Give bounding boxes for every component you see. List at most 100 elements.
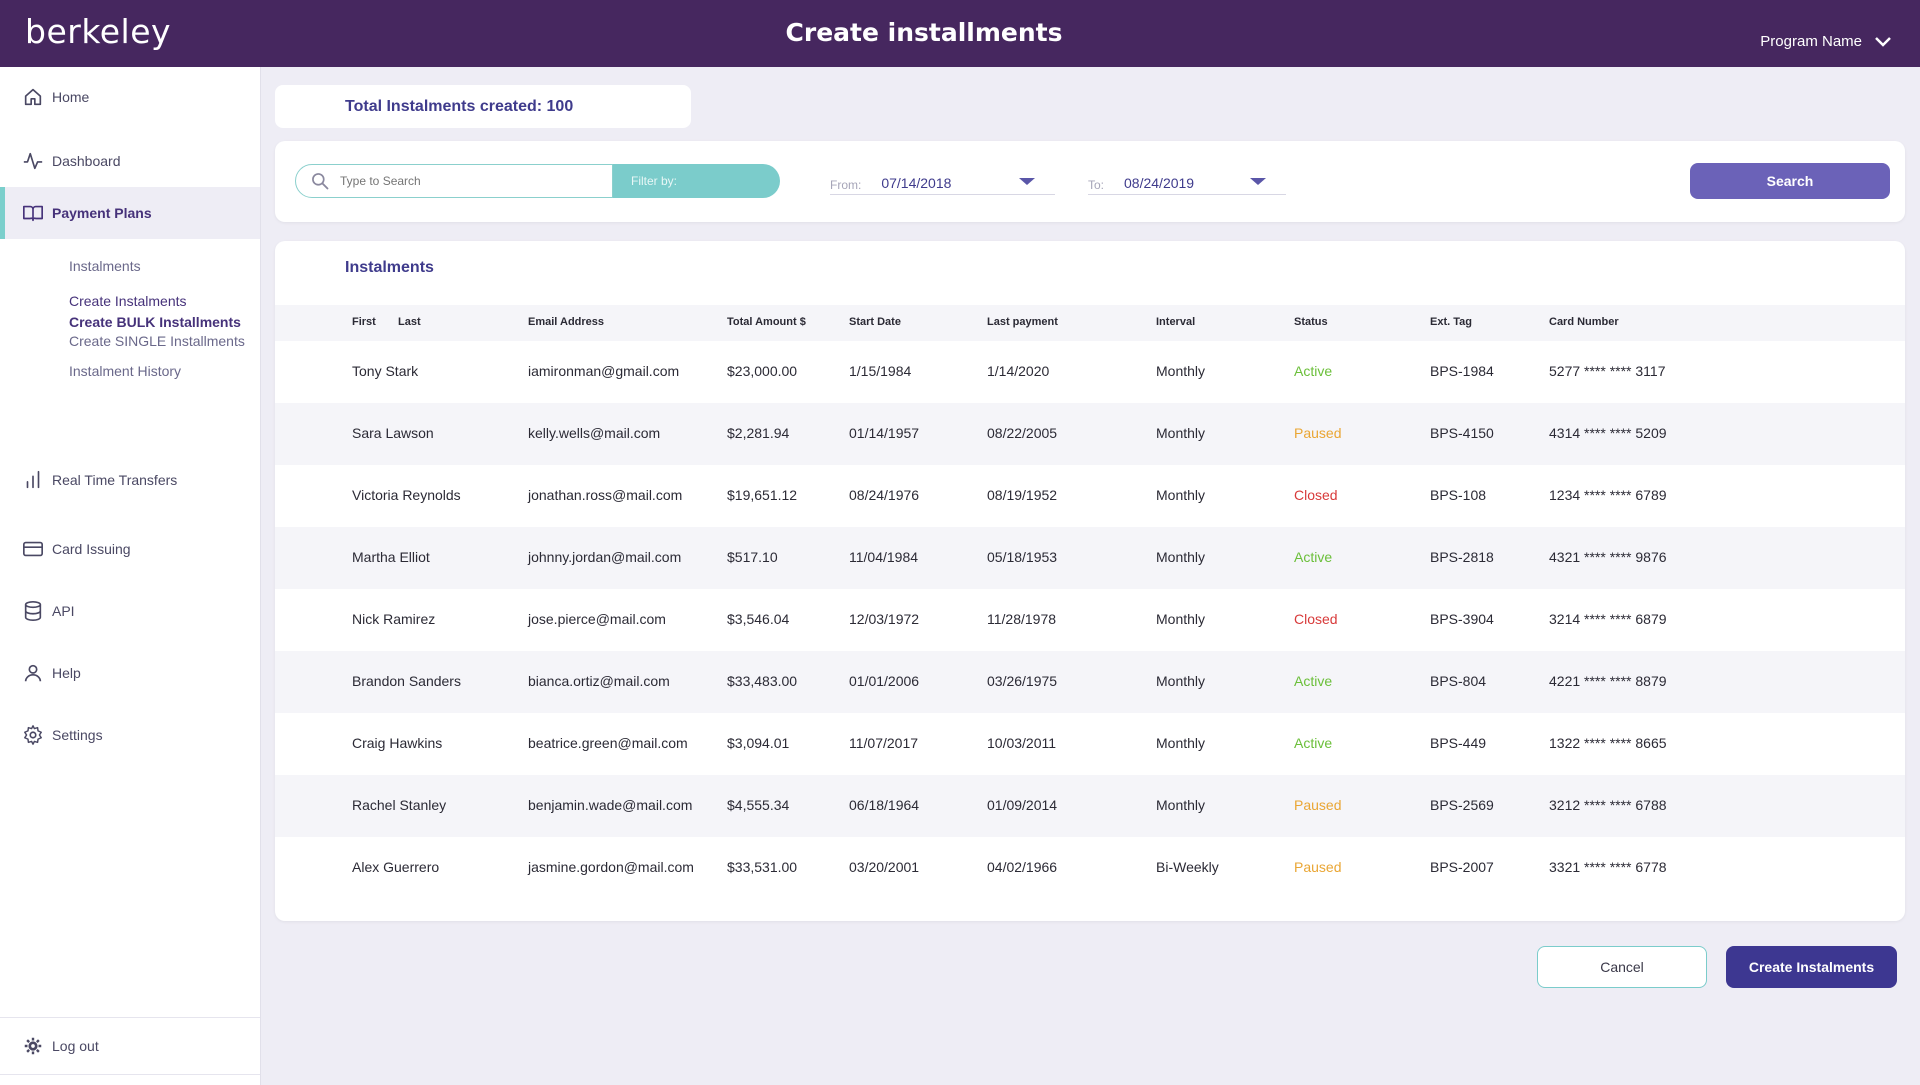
column-header-first[interactable]: First bbox=[352, 316, 376, 328]
logout-label: Log out bbox=[52, 1038, 99, 1054]
cell-email: beatrice.green@mail.com bbox=[528, 735, 688, 751]
cell-interval: Monthly bbox=[1156, 487, 1206, 503]
cell-ext-tag: BPS-2569 bbox=[1430, 797, 1494, 813]
cell-last-payment: 08/19/1952 bbox=[987, 487, 1058, 503]
status-badge: Closed bbox=[1294, 611, 1338, 627]
column-header-email[interactable]: Email Address bbox=[528, 316, 605, 328]
sidebar-subitem-instalments[interactable]: Instalments bbox=[69, 258, 141, 274]
sidebar-item-payment-plans[interactable]: Payment Plans bbox=[0, 187, 260, 239]
column-header-card-number[interactable]: Card Number bbox=[1549, 316, 1619, 328]
search-input[interactable] bbox=[340, 174, 580, 188]
cell-amount: $3,546.04 bbox=[727, 611, 790, 627]
sidebar-item-dashboard[interactable]: Dashboard bbox=[0, 135, 260, 187]
column-header-interval[interactable]: Interval bbox=[1156, 316, 1196, 328]
sidebar-item-home[interactable]: Home bbox=[0, 71, 260, 123]
cell-email: bianca.ortiz@mail.com bbox=[528, 673, 670, 689]
cell-ext-tag: BPS-1984 bbox=[1430, 363, 1494, 379]
table-row[interactable]: Craig Hawkins beatrice.green@mail.com $3,0… bbox=[275, 713, 1905, 775]
cancel-button[interactable]: Cancel bbox=[1537, 946, 1707, 988]
cell-amount: $3,094.01 bbox=[727, 735, 790, 751]
sidebar-item-card-issuing[interactable]: Card Issuing bbox=[0, 523, 260, 575]
cell-amount: $33,531.00 bbox=[727, 859, 798, 875]
column-header-status[interactable]: Status bbox=[1294, 316, 1328, 328]
search-field[interactable] bbox=[295, 164, 613, 198]
create-instalments-button[interactable]: Create Instalments bbox=[1726, 946, 1897, 988]
column-header-last[interactable]: Last bbox=[398, 316, 421, 328]
cell-last-payment: 1/14/2020 bbox=[987, 363, 1050, 379]
user-icon bbox=[24, 664, 42, 682]
table-row[interactable]: Rachel Stanley benjamin.wade@mail.com $4,5… bbox=[275, 775, 1905, 837]
cell-email: iamironman@gmail.com bbox=[528, 363, 680, 379]
cell-name: Victoria Reynolds bbox=[352, 487, 461, 503]
cell-interval: Monthly bbox=[1156, 611, 1206, 627]
sidebar-item-label: Dashboard bbox=[52, 153, 121, 169]
chevron-down-icon bbox=[1875, 36, 1891, 47]
column-header-start-date[interactable]: Start Date bbox=[849, 316, 901, 328]
table-row[interactable]: Sara Lawson kelly.wells@mail.com $2,281.94… bbox=[275, 403, 1905, 465]
sidebar-item-real-time-transfers[interactable]: Real Time Transfers bbox=[0, 454, 260, 506]
cell-email: jasmine.gordon@mail.com bbox=[528, 859, 694, 875]
to-date-picker[interactable]: To: 08/24/2019 bbox=[1088, 171, 1286, 195]
bar-chart-icon bbox=[26, 470, 40, 489]
divider bbox=[0, 1074, 260, 1075]
status-badge: Paused bbox=[1294, 425, 1342, 441]
table-title: Instalments bbox=[345, 259, 434, 276]
cell-ext-tag: BPS-2007 bbox=[1430, 859, 1494, 875]
cell-amount: $2,281.94 bbox=[727, 425, 790, 441]
cell-start-date: 06/18/1964 bbox=[849, 797, 920, 813]
cell-card-number: 1234 **** **** 6789 bbox=[1549, 487, 1667, 503]
cell-card-number: 3214 **** **** 6879 bbox=[1549, 611, 1667, 627]
table-row[interactable]: Victoria Reynolds jonathan.ross@mail.com $… bbox=[275, 465, 1905, 527]
cell-last-payment: 10/03/2011 bbox=[987, 735, 1057, 751]
sidebar-subitem-create-single[interactable]: Create SINGLE Installments bbox=[69, 333, 245, 349]
sidebar-item-label: Settings bbox=[52, 727, 103, 743]
sidebar-subitem-history[interactable]: Instalment History bbox=[69, 363, 182, 379]
cell-name: Rachel Stanley bbox=[352, 797, 447, 813]
search-button[interactable]: Search bbox=[1690, 163, 1890, 199]
column-header-amount[interactable]: Total Amount $ bbox=[727, 316, 806, 328]
caret-down-icon[interactable] bbox=[1250, 178, 1266, 185]
sidebar-subitem-create-instalments[interactable]: Create Instalments bbox=[69, 293, 187, 309]
sidebar-item-api[interactable]: API bbox=[0, 585, 260, 637]
cell-start-date: 11/07/2017 bbox=[849, 735, 919, 751]
column-header-ext-tag[interactable]: Ext. Tag bbox=[1430, 316, 1472, 328]
from-date-value: 07/14/2018 bbox=[881, 174, 952, 191]
logout-button[interactable]: Log out bbox=[0, 1020, 260, 1072]
cell-start-date: 11/04/1984 bbox=[849, 549, 919, 565]
cell-name: Craig Hawkins bbox=[352, 735, 443, 751]
filter-by-button[interactable]: Filter by: bbox=[613, 164, 780, 198]
column-header-last-payment[interactable]: Last payment bbox=[987, 316, 1058, 328]
table-row[interactable]: Tony Stark iamironman@gmail.com $23,000.00… bbox=[275, 341, 1905, 403]
total-instalments-label: Total Instalments created: 100 bbox=[345, 98, 574, 115]
table-row[interactable]: Martha Elliot johnny.jordan@mail.com $517.… bbox=[275, 527, 1905, 589]
cell-start-date: 01/14/1957 bbox=[849, 425, 920, 441]
cell-email: benjamin.wade@mail.com bbox=[528, 797, 693, 813]
sidebar-subitem-create-bulk[interactable]: Create BULK Installments bbox=[69, 314, 241, 330]
sidebar-item-label: Payment Plans bbox=[52, 205, 152, 221]
table-row[interactable]: Alex Guerrero jasmine.gordon@mail.com $33,… bbox=[275, 837, 1905, 899]
cell-name: Sara Lawson bbox=[352, 425, 434, 441]
cell-start-date: 08/24/1976 bbox=[849, 487, 920, 503]
status-badge: Paused bbox=[1294, 797, 1342, 813]
cell-amount: $33,483.00 bbox=[727, 673, 798, 689]
status-badge: Active bbox=[1294, 673, 1333, 689]
instalments-table-card: Instalments First Last Email Address Tot… bbox=[275, 241, 1905, 921]
cell-ext-tag: BPS-4150 bbox=[1430, 425, 1494, 441]
cell-card-number: 5277 **** **** 3117 bbox=[1549, 363, 1666, 379]
logo[interactable]: berkeley bbox=[25, 12, 172, 51]
table-row[interactable]: Nick Ramirez jose.pierce@mail.com $3,546.0… bbox=[275, 589, 1905, 651]
cell-amount: $23,000.00 bbox=[727, 363, 798, 379]
cell-interval: Monthly bbox=[1156, 735, 1206, 751]
cell-ext-tag: BPS-449 bbox=[1430, 735, 1487, 751]
from-label: From: bbox=[830, 177, 862, 192]
cell-amount: $19,651.12 bbox=[727, 487, 798, 503]
cell-name: Tony Stark bbox=[352, 363, 419, 379]
caret-down-icon[interactable] bbox=[1019, 178, 1035, 185]
program-selector[interactable]: Program Name bbox=[1760, 33, 1892, 50]
cell-name: Brandon Sanders bbox=[352, 673, 461, 689]
cell-name: Nick Ramirez bbox=[352, 611, 436, 627]
from-date-picker[interactable]: From: 07/14/2018 bbox=[830, 171, 1055, 195]
sidebar-item-help[interactable]: Help bbox=[0, 647, 260, 699]
table-row[interactable]: Brandon Sanders bianca.ortiz@mail.com $33,… bbox=[275, 651, 1905, 713]
sidebar-item-settings[interactable]: Settings bbox=[0, 709, 260, 761]
